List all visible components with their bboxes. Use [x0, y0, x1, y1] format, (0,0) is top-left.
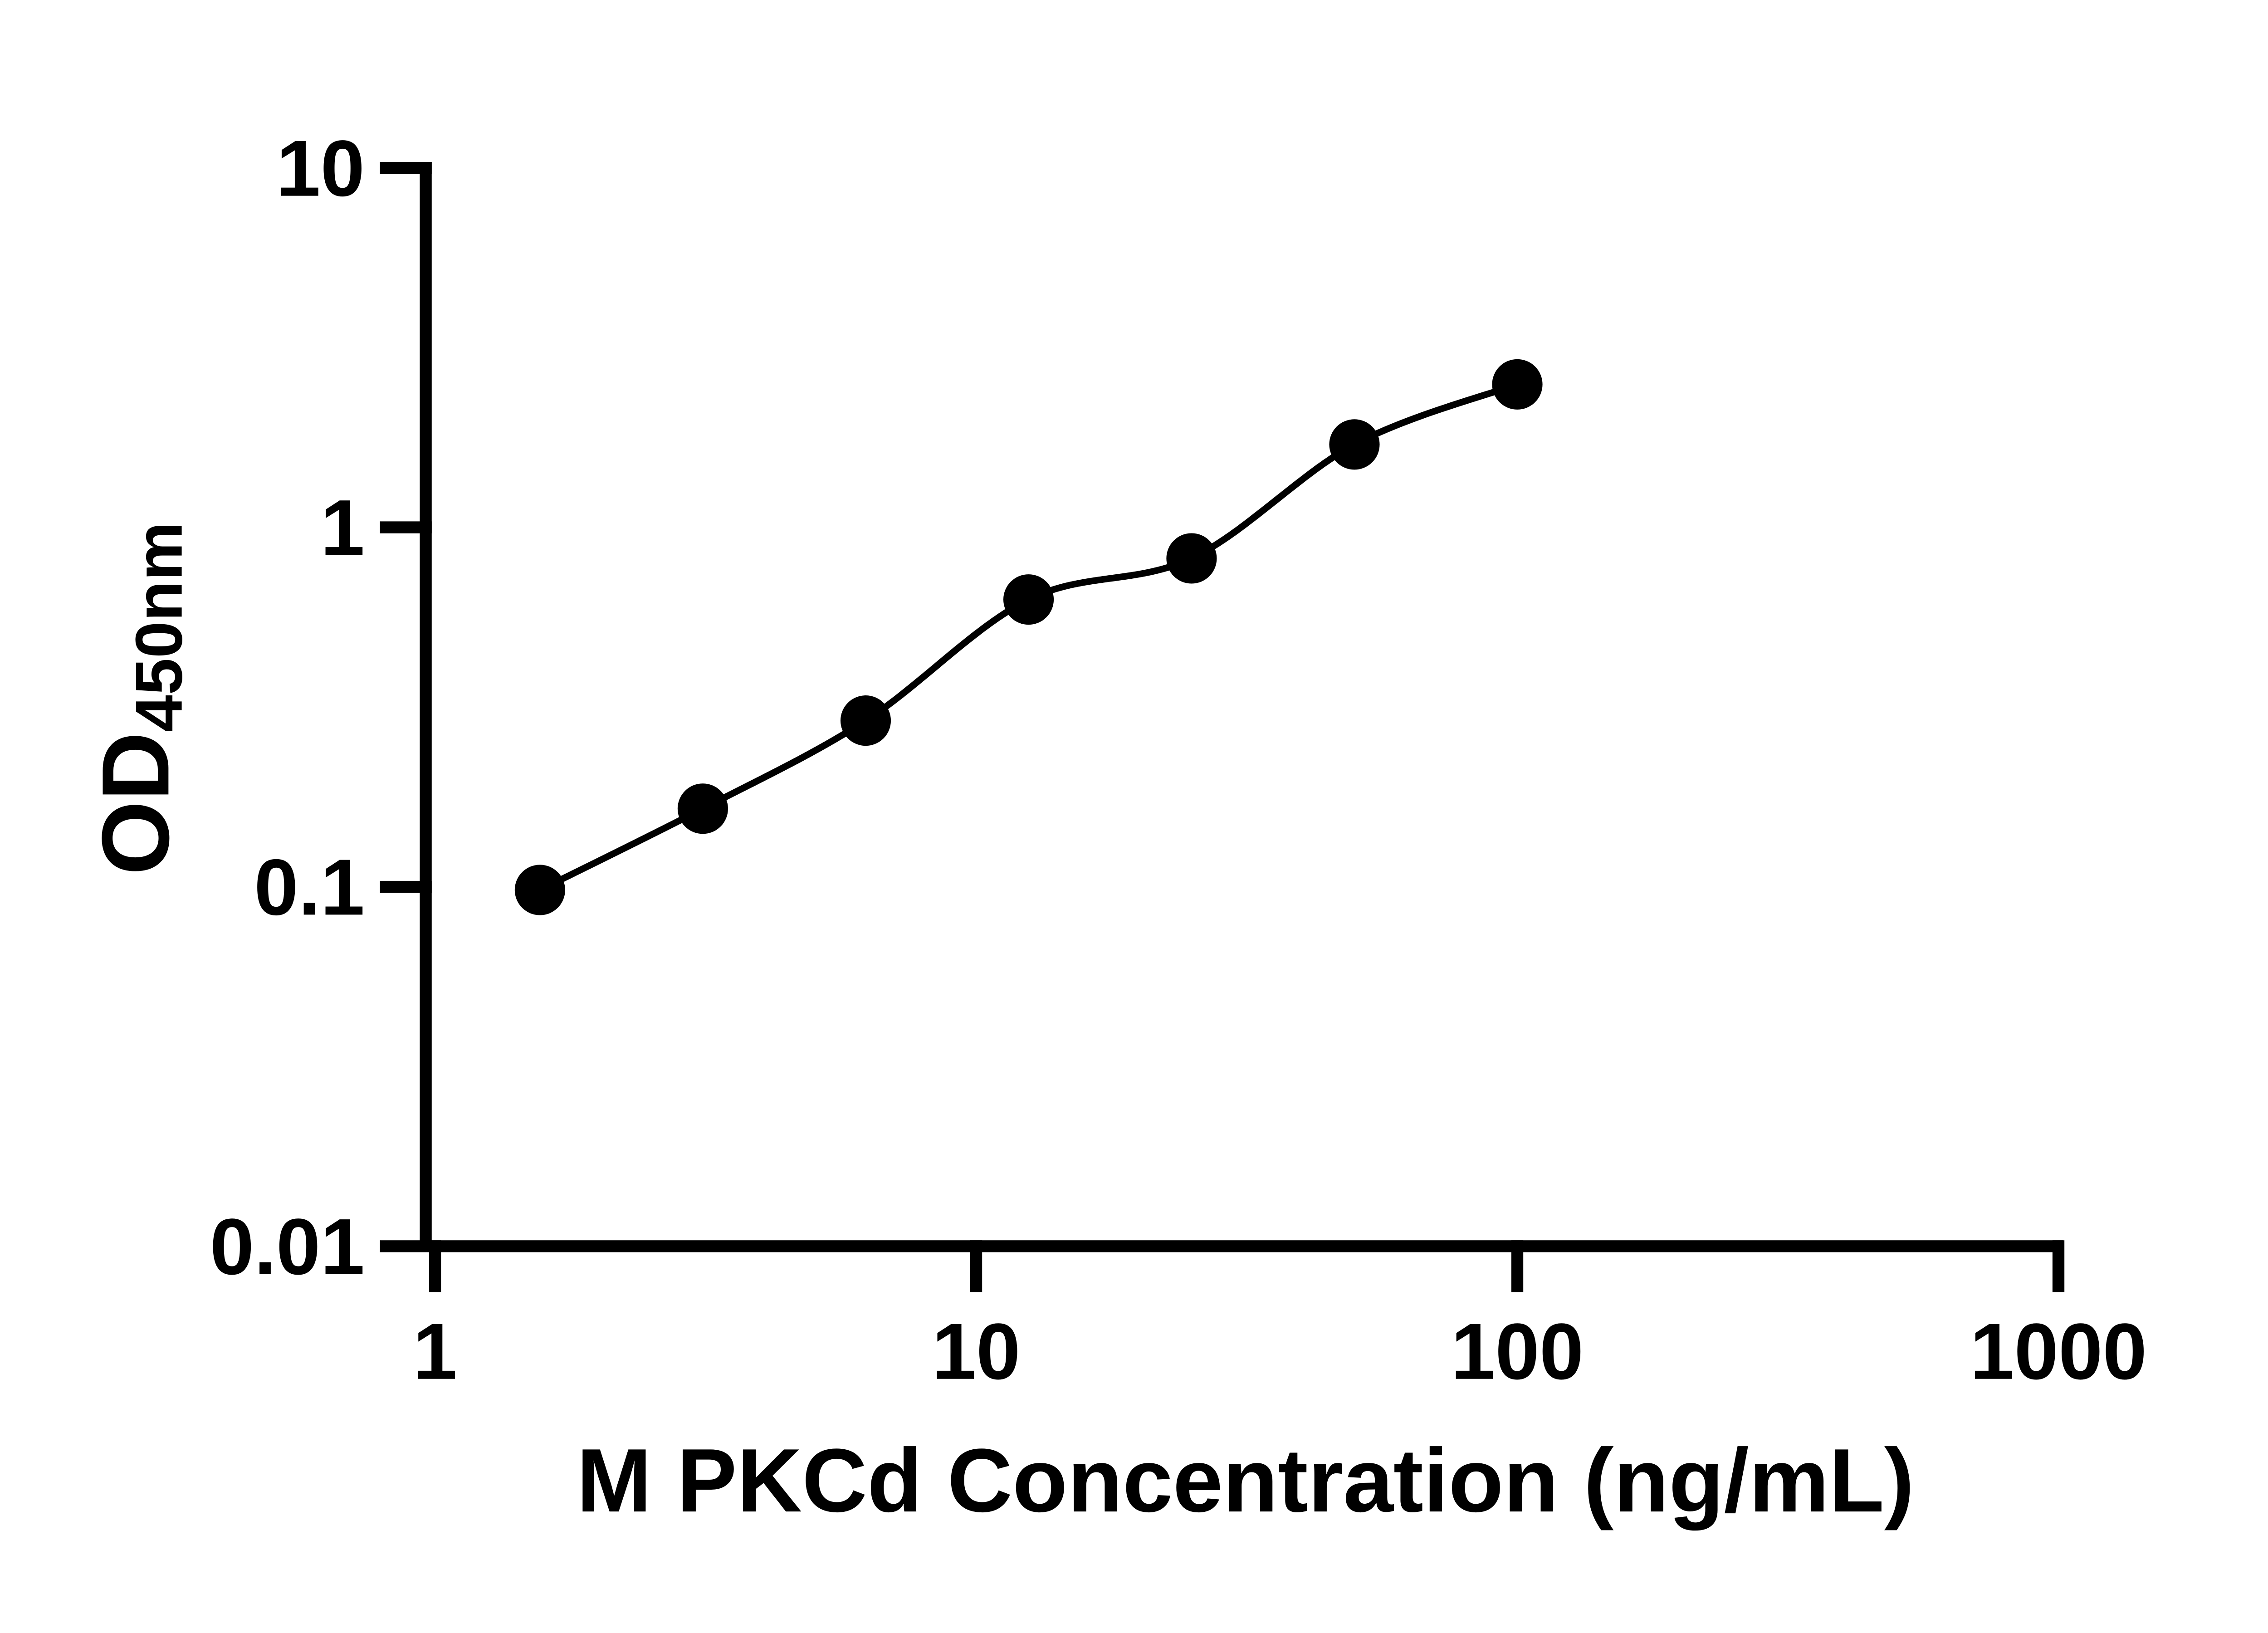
x-tick-label: 1: [413, 1307, 457, 1396]
y-axis-title-subscript: 450nm: [122, 522, 196, 732]
y-tick-label: 0.01: [210, 1203, 365, 1291]
data-point: [1166, 533, 1217, 584]
x-tick-label: 100: [1451, 1307, 1584, 1396]
x-tick-label: 10: [932, 1307, 1020, 1396]
data-point: [1003, 574, 1054, 625]
data-point: [677, 783, 728, 834]
y-tick-label: 1: [321, 484, 365, 572]
chart-generated-content: 10 1 0.1 0.01 1 10 100 1000: [210, 124, 2147, 1396]
y-axis-title-main: OD: [82, 732, 189, 875]
data-point: [1329, 419, 1380, 470]
data-point: [514, 865, 565, 915]
x-axis-title: M PKCd Concentration (ng/mL): [577, 1430, 1914, 1531]
y-tick-label: 0.1: [254, 843, 365, 932]
data-point: [840, 695, 891, 746]
y-tick-label: 10: [276, 124, 365, 213]
y-axis-title: OD450nm: [82, 522, 196, 875]
x-tick-label: 1000: [1970, 1307, 2147, 1396]
data-point: [1492, 359, 1543, 410]
